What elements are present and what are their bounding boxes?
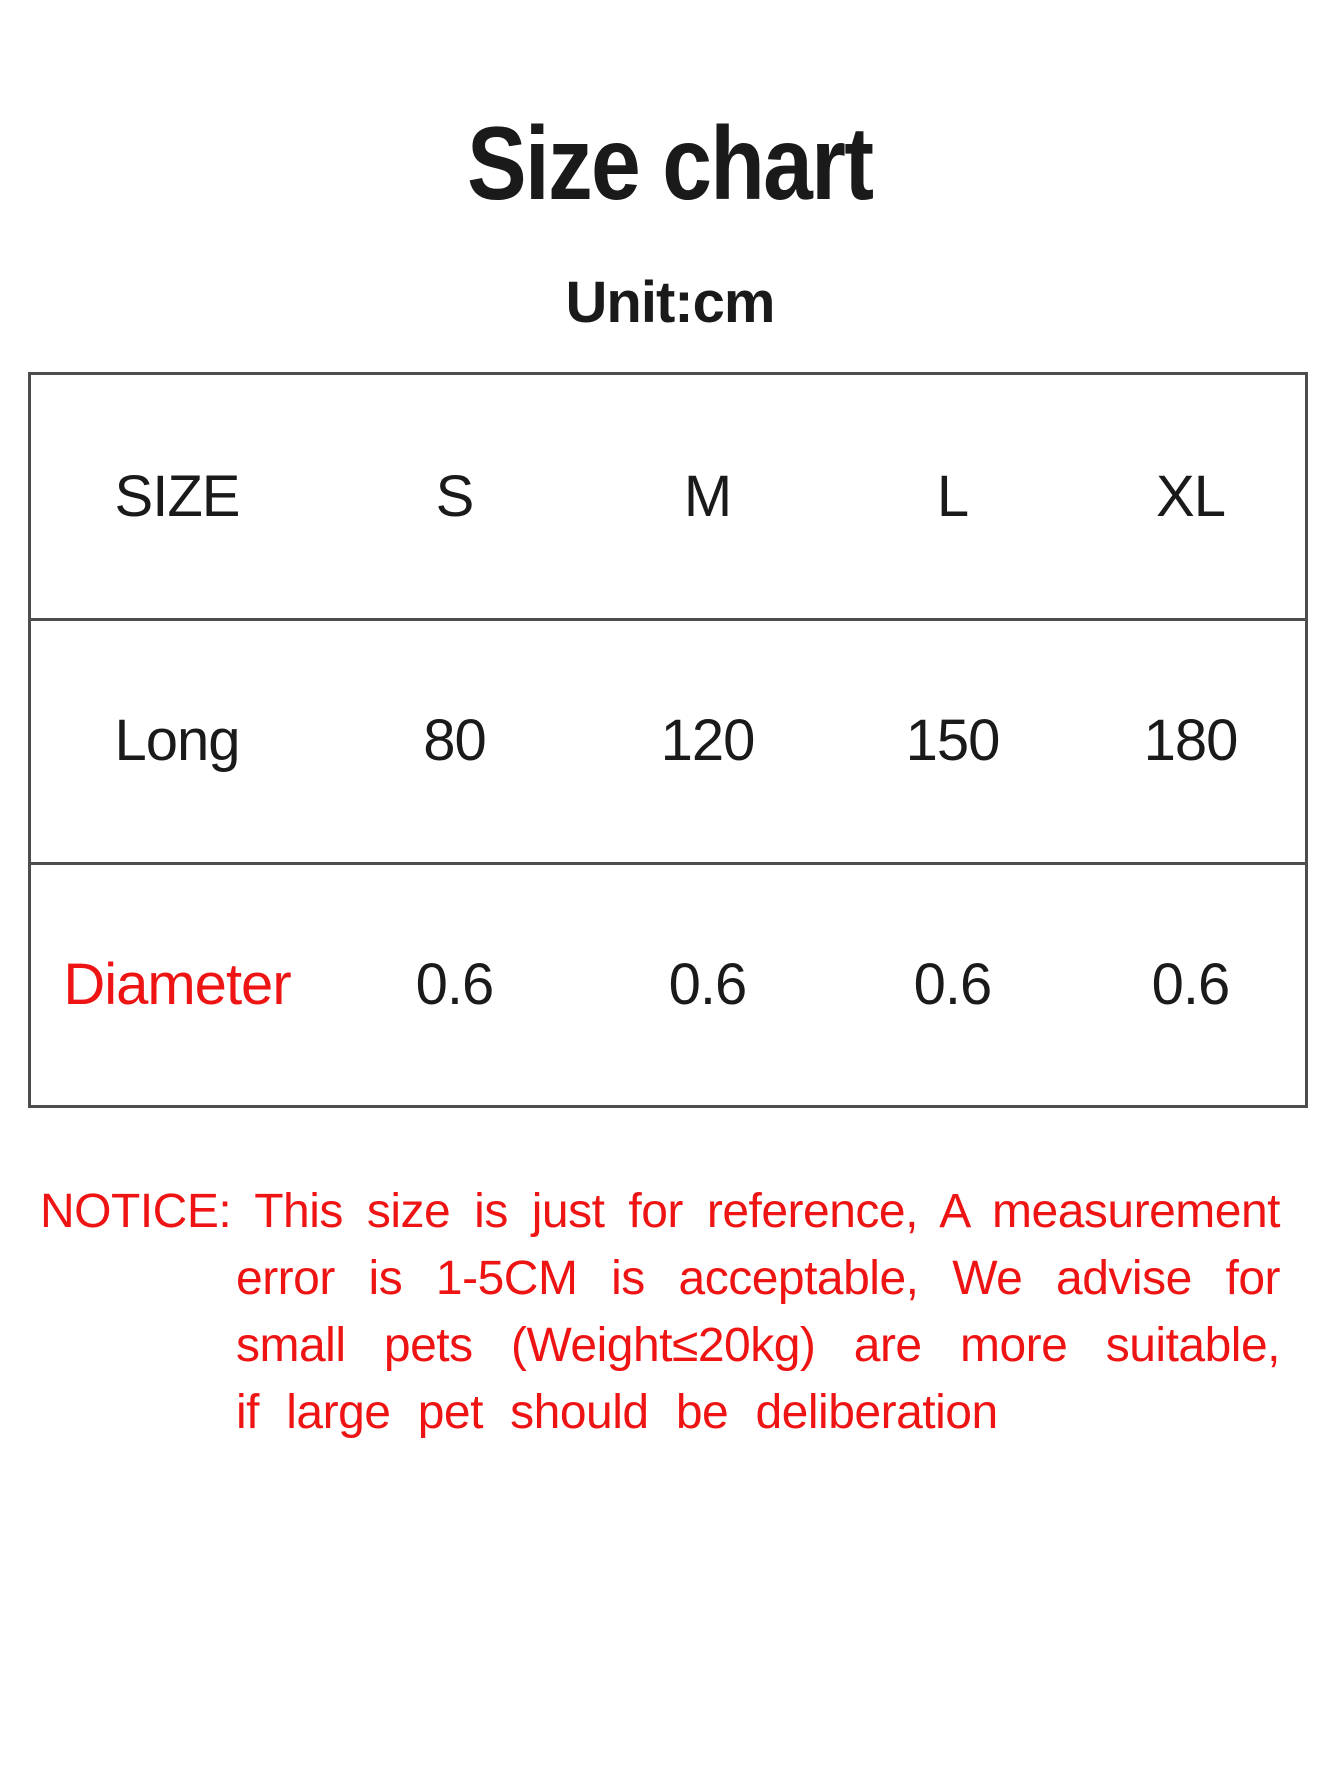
notice: NOTICE: This size is just for reference,… — [40, 1178, 1281, 1446]
long-row-label: Long — [114, 708, 240, 774]
diameter-value-m: 0.6 — [668, 951, 748, 1017]
header-size-label: SIZE — [114, 463, 241, 529]
header-value-l: L — [936, 463, 969, 529]
notice-line-1: NOTICE: This size is just for reference,… — [40, 1185, 1281, 1238]
table-header-row: SIZE S M L XL — [31, 375, 1305, 618]
long-value-s: 80 — [423, 708, 487, 774]
diameter-value-l: 0.6 — [913, 951, 993, 1017]
diameter-row-label: Diameter — [63, 951, 291, 1017]
long-value-xl: 180 — [1143, 708, 1239, 774]
notice-line-4: if large pet should be deliberation — [236, 1386, 998, 1439]
notice-line-3: small pets (Weight≤20kg) are more suitab… — [236, 1319, 1281, 1372]
diameter-value-xl: 0.6 — [1151, 951, 1231, 1017]
header-value-xl: XL — [1156, 463, 1226, 529]
unit-label: Unit:cm — [565, 270, 776, 335]
long-value-l: 150 — [905, 708, 1001, 774]
long-value-m: 120 — [660, 708, 756, 774]
table-row-diameter: Diameter 0.6 0.6 0.6 0.6 — [31, 861, 1305, 1105]
notice-line-2: error is 1-5CM is acceptable, We advise … — [236, 1252, 1281, 1305]
page-title: Size chart — [0, 112, 1340, 216]
header-value-m: M — [683, 463, 732, 529]
size-table: SIZE S M L XL Long 80 120 150 180 Diamet… — [28, 372, 1308, 1108]
page-title-text: Size chart — [467, 106, 874, 222]
diameter-value-s: 0.6 — [415, 951, 495, 1017]
table-row-long: Long 80 120 150 180 — [31, 618, 1305, 861]
header-value-s: S — [435, 463, 475, 529]
